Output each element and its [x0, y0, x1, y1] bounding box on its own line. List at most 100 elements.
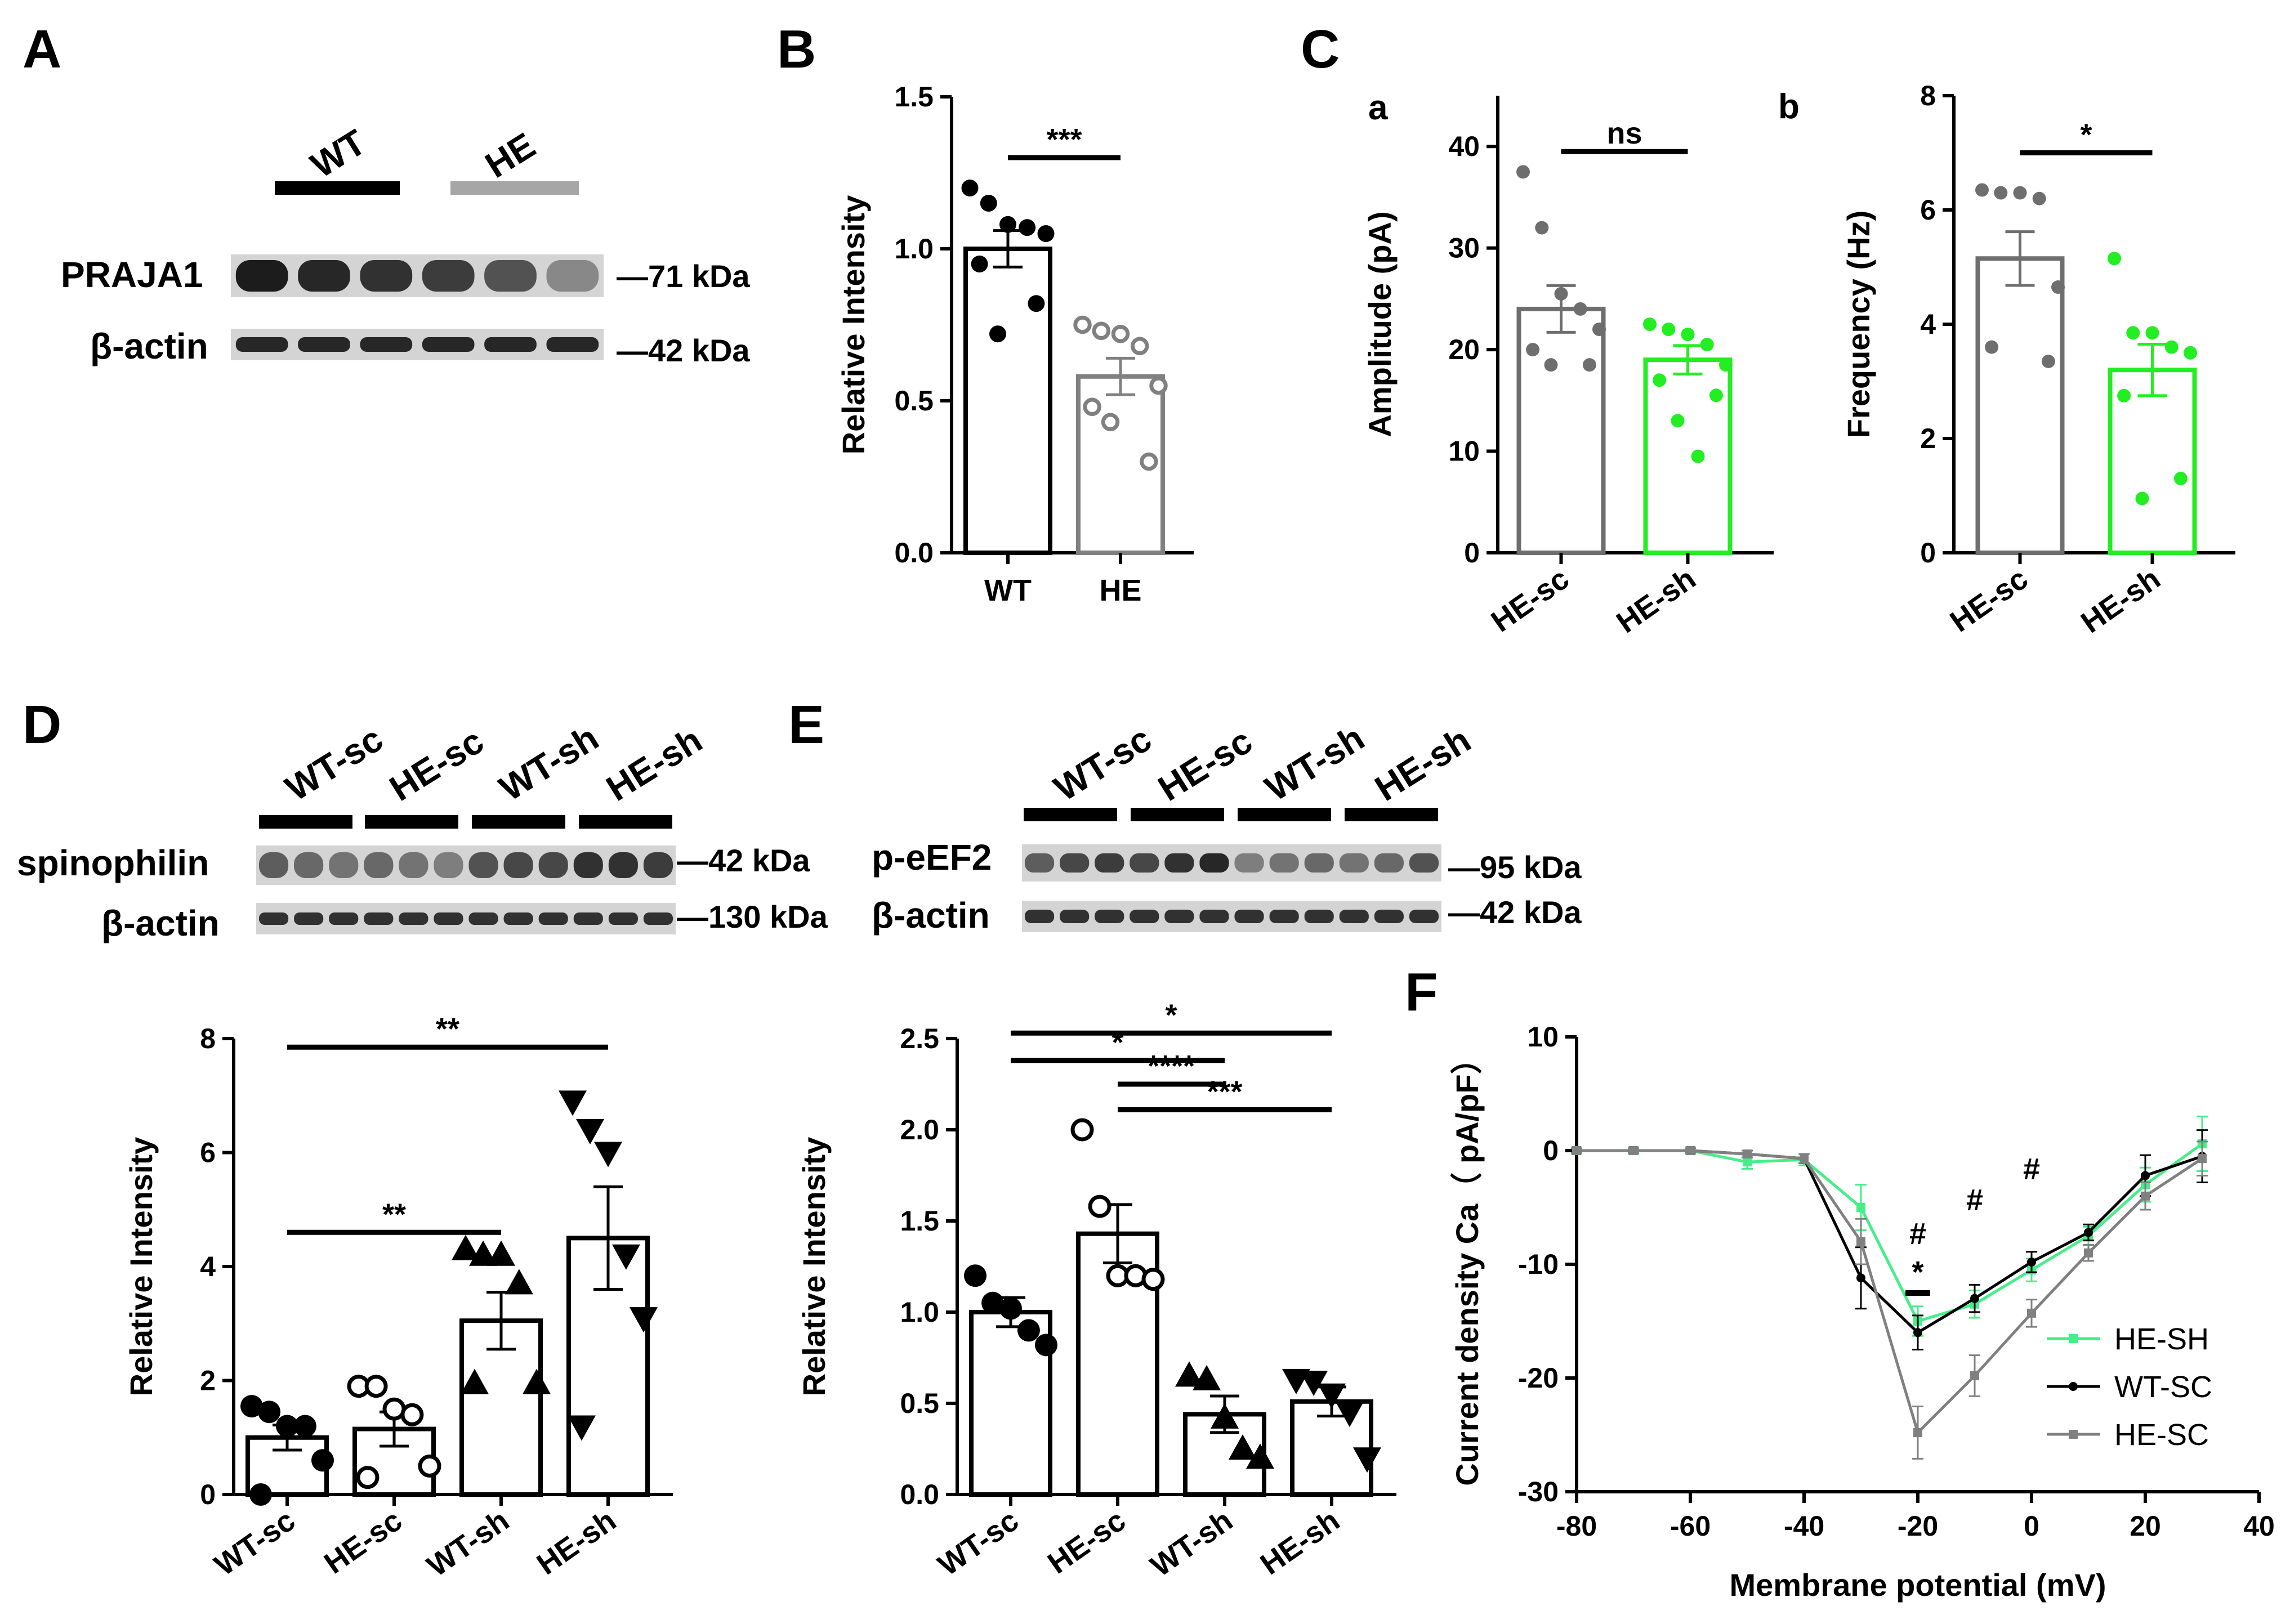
data-point: [460, 1368, 489, 1394]
data-point: [964, 1264, 986, 1287]
significance-label: **: [436, 1012, 459, 1046]
panel-letter-c: C: [1301, 19, 1340, 79]
data-point: [630, 1307, 658, 1333]
blot-band: [1374, 910, 1404, 923]
blot-background: [256, 903, 676, 934]
y-axis-title: Relative Intensity: [123, 1137, 159, 1397]
y-tick-label: 30: [1448, 232, 1480, 264]
y-tick-label: 2: [1920, 423, 1936, 454]
blot-band: [468, 852, 498, 878]
blot-band: [399, 852, 428, 878]
blot-band: [1409, 910, 1439, 923]
data-point: [2027, 1257, 2036, 1267]
x-tick-label: WT: [984, 574, 1032, 607]
blot-band: [573, 912, 603, 925]
x-tick-label: WT-sh: [421, 1504, 515, 1583]
group-bar: [1131, 808, 1224, 821]
data-point: [1709, 388, 1723, 402]
data-point: [1070, 1118, 1094, 1142]
data-point: [240, 1395, 263, 1418]
data-point: [1975, 183, 1989, 197]
data-point: [1573, 302, 1587, 316]
data-point: [2027, 1308, 2036, 1318]
data-point: [1970, 1294, 1979, 1303]
blot-band: [399, 912, 428, 925]
y-tick-label: 1.5: [900, 1205, 939, 1237]
blot-band: [546, 260, 599, 292]
blot-band: [1060, 853, 1090, 873]
y-tick-label: 2: [200, 1365, 216, 1397]
blot-band: [1269, 910, 1299, 923]
blot-band: [1234, 910, 1264, 923]
data-point: [1662, 323, 1676, 337]
group-bar-wt: [275, 181, 347, 195]
blot-band: [258, 852, 289, 878]
x-tick-label: HE-sc: [1944, 562, 2034, 639]
data-point: [1856, 1203, 1865, 1212]
blot-band: [1095, 910, 1124, 923]
data-point: [293, 1415, 316, 1438]
blot-strip-beta-actin: [231, 329, 604, 360]
blot-band: [1339, 853, 1369, 873]
data-point: [1913, 1428, 1922, 1437]
data-point: [1544, 358, 1558, 372]
y-tick-label: 10: [1448, 436, 1480, 467]
data-point: [1141, 1268, 1165, 1291]
blot-band: [1095, 853, 1124, 873]
data-point: [276, 1415, 298, 1438]
data-point: [1088, 1194, 1111, 1218]
blot-band: [364, 852, 394, 878]
y-tick-label: 0: [1920, 537, 1936, 569]
group-bar: [365, 815, 458, 829]
data-point: [999, 1297, 1022, 1320]
data-point: [981, 1291, 1005, 1314]
data-point: [1019, 219, 1036, 236]
data-point: [523, 1368, 551, 1394]
data-point: [1111, 324, 1130, 343]
data-point: [418, 1454, 441, 1478]
data-point: [1985, 340, 1999, 354]
data-point: [1140, 452, 1158, 471]
blot-band: [1199, 910, 1229, 923]
group-label-wt-sh: WT-sh: [1258, 717, 1371, 809]
data-point: [1582, 358, 1596, 372]
data-point: [2013, 186, 2027, 200]
x-tick-label: 0: [2024, 1510, 2039, 1542]
y-tick-label: 6: [200, 1137, 216, 1169]
data-point: [1970, 1371, 1979, 1380]
group-bar: [259, 815, 352, 829]
blot-band: [1234, 853, 1264, 873]
y-tick-label: 2.5: [900, 1023, 939, 1054]
group-bar: [1345, 808, 1438, 821]
y-tick-label: 0.5: [900, 1388, 939, 1419]
data-point: [1572, 1146, 1581, 1155]
x-tick-label: HE-sh: [531, 1504, 622, 1582]
data-point: [1994, 186, 2008, 200]
data-point: [487, 1240, 515, 1266]
blot-band: [538, 912, 568, 925]
chart-e: 0.0 0.5 1.0 1.5 2.0 2.5 Relative Intensity WT-s…: [796, 998, 1396, 1583]
data-point: [999, 216, 1016, 233]
blot-band: [643, 912, 673, 925]
y-axis-title: Current density Ca（ pA/pF）: [1449, 1043, 1485, 1486]
data-point: [1592, 323, 1606, 337]
panel-letter-e: E: [788, 695, 824, 755]
significance-label: ***: [1207, 1075, 1242, 1108]
x-tick-label: -20: [1898, 1510, 1938, 1542]
x-tick-label: HE-sc: [1042, 1504, 1132, 1581]
blot-band: [235, 337, 288, 352]
y-tick-label: 40: [1448, 131, 1480, 162]
y-tick-label: 1.0: [900, 1296, 939, 1328]
y-tick-label: -30: [1518, 1476, 1559, 1507]
group-label-he-sc: HE-sc: [1151, 721, 1259, 809]
group-bar-he: [450, 181, 579, 195]
blot-strip-spinophilin: [256, 845, 676, 885]
blot-band: [1024, 853, 1055, 873]
mw-label-praja1: —71 kDa: [617, 258, 750, 294]
data-point: [249, 1483, 272, 1506]
y-tick-label: 20: [1448, 334, 1480, 365]
data-point: [611, 1244, 640, 1270]
data-point: [1671, 414, 1685, 428]
blot-strip-beta-actin: [1022, 901, 1441, 932]
significance-label: ****: [1148, 1049, 1195, 1083]
